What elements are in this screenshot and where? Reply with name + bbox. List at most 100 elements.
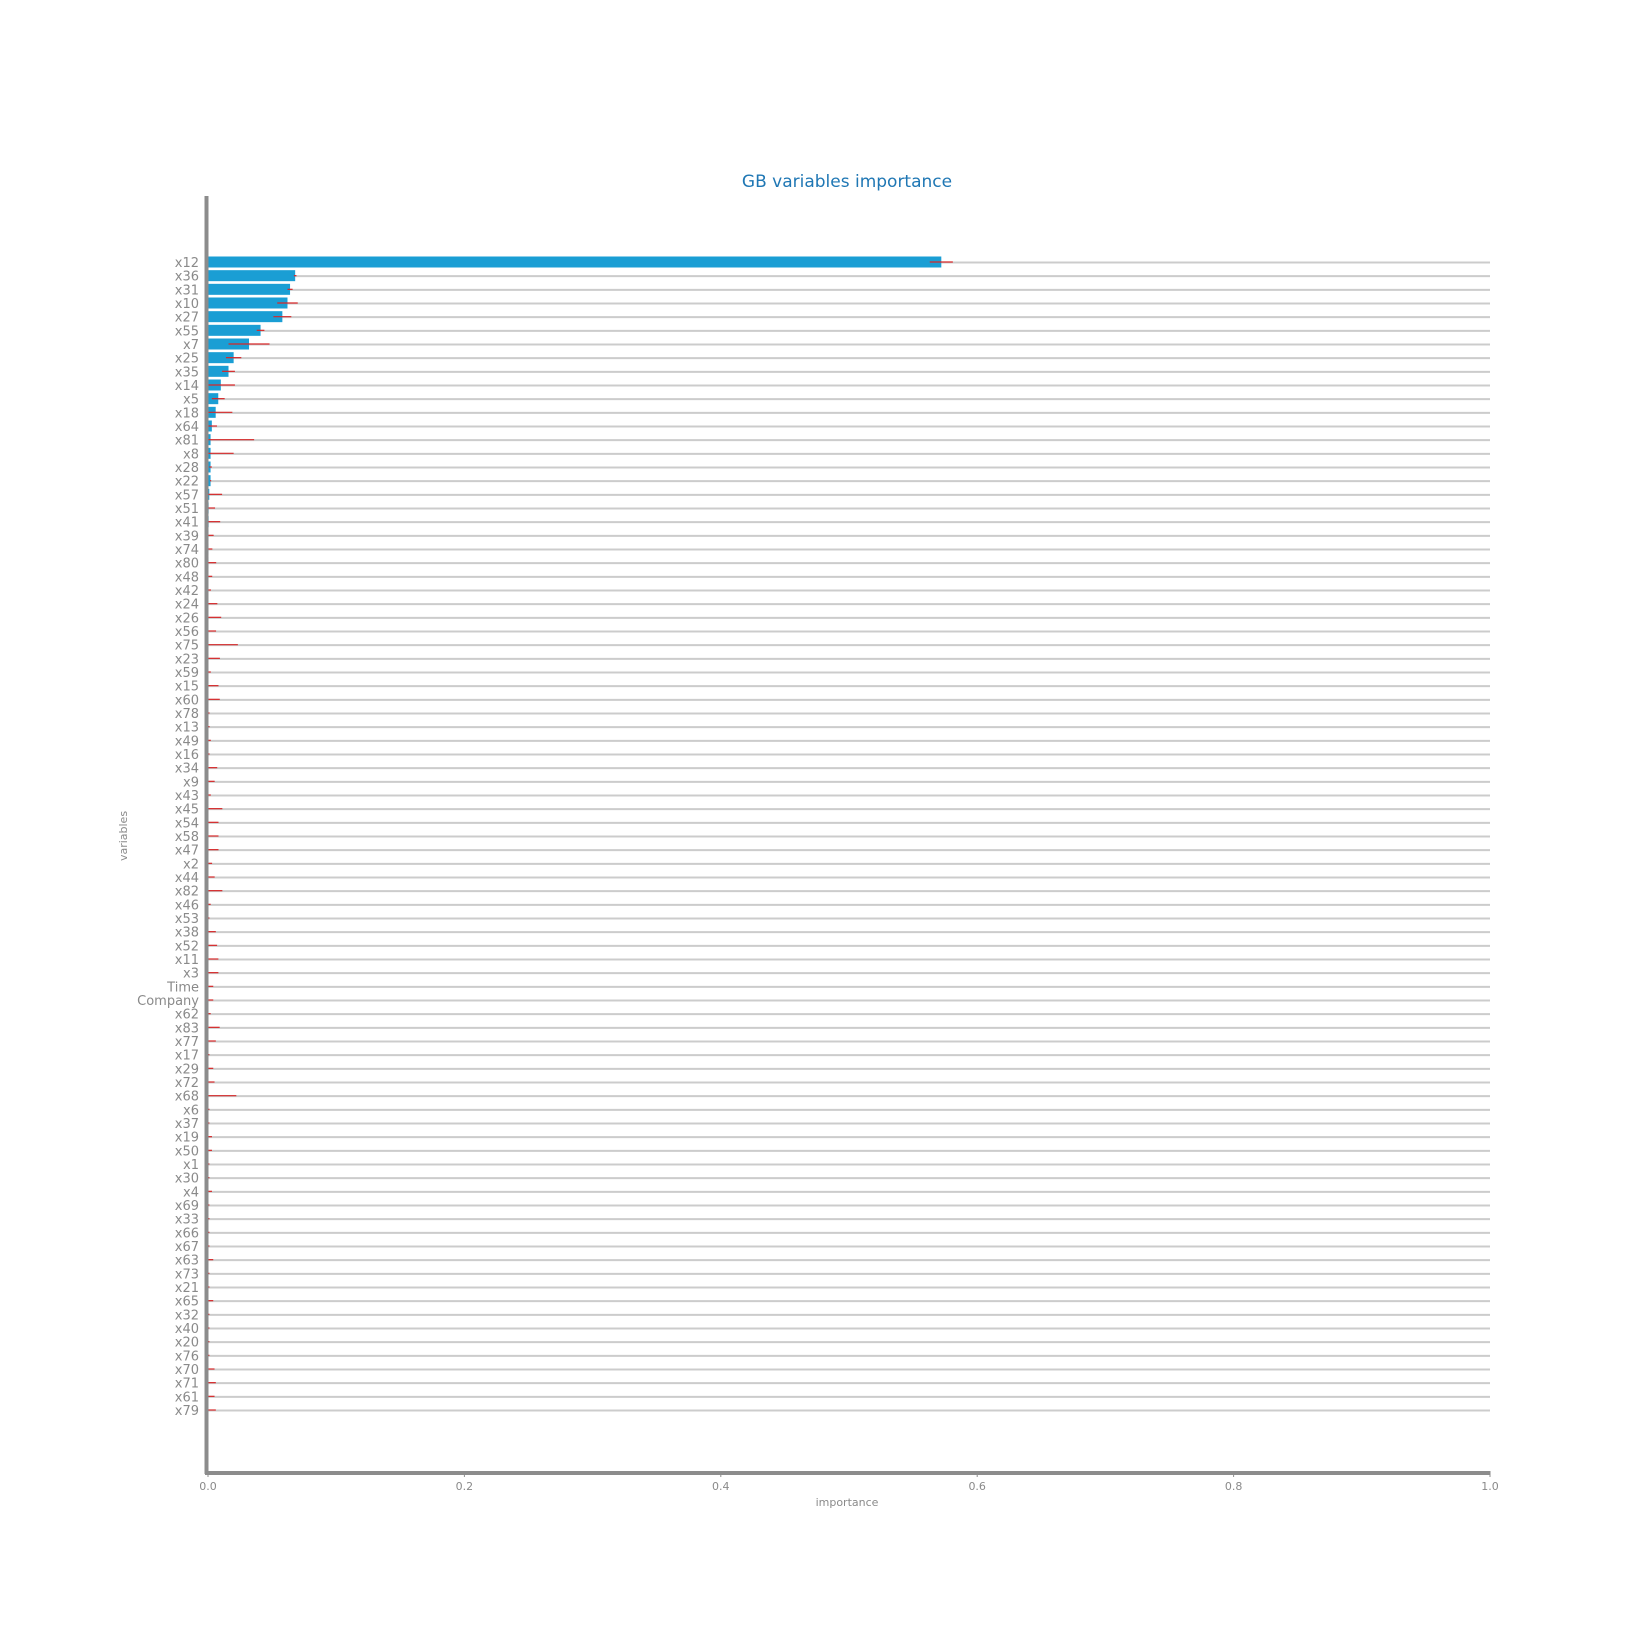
- y-tick-label-x33: x33: [175, 1213, 199, 1228]
- y-tick-label-x67: x67: [175, 1240, 199, 1255]
- y-tick-label-x37: x37: [175, 1117, 199, 1132]
- y-tick-label-x18: x18: [175, 406, 199, 421]
- y-tick-label-x72: x72: [175, 1076, 199, 1091]
- y-tick-label-x38: x38: [175, 926, 199, 941]
- y-tick-label-x34: x34: [175, 762, 199, 777]
- y-tick-label-x68: x68: [175, 1090, 199, 1105]
- y-tick-label-x24: x24: [175, 598, 199, 613]
- y-tick-label-x30: x30: [175, 1172, 199, 1187]
- y-tick-label-x69: x69: [175, 1199, 199, 1214]
- grid-layer: [208, 261, 1490, 1412]
- y-tick-label-x12: x12: [175, 256, 199, 271]
- y-tick-label-x75: x75: [175, 639, 199, 654]
- y-tick-label-x82: x82: [175, 885, 199, 900]
- y-tick-label-x83: x83: [175, 1021, 199, 1036]
- y-tick-label-x43: x43: [175, 789, 199, 804]
- y-tick-label-x15: x15: [175, 680, 199, 695]
- bar-x27: [208, 311, 283, 323]
- bar-x25: [208, 352, 234, 364]
- y-tick-label-x57: x57: [175, 488, 199, 503]
- y-tick-label-x46: x46: [175, 898, 199, 913]
- x-tick-label-0.4: 0.4: [712, 1480, 730, 1493]
- x-tick-label-1.0: 1.0: [1481, 1480, 1499, 1493]
- y-tick-label-x62: x62: [175, 1008, 199, 1023]
- y-tick-label-x7: x7: [183, 338, 199, 353]
- y-tick-label-x48: x48: [175, 570, 199, 585]
- y-tick-label-x14: x14: [175, 379, 199, 394]
- y-tick-label-x4: x4: [183, 1185, 199, 1200]
- y-tick-label-Company: Company: [137, 994, 199, 1009]
- y-tick-label-x51: x51: [175, 502, 199, 517]
- y-axis-title: variables: [117, 811, 130, 861]
- y-tick-label-x28: x28: [175, 461, 199, 476]
- y-tick-label-x42: x42: [175, 584, 199, 599]
- y-tick-label-x77: x77: [175, 1035, 199, 1050]
- y-tick-label-x45: x45: [175, 803, 199, 818]
- y-tick-label-x65: x65: [175, 1295, 199, 1310]
- y-tick-label-x27: x27: [175, 311, 199, 326]
- y-tick-label-x56: x56: [175, 625, 199, 640]
- y-tick-label-x50: x50: [175, 1144, 199, 1159]
- x-tick-label-0.0: 0.0: [199, 1480, 217, 1493]
- y-tick-label-x78: x78: [175, 707, 199, 722]
- bar-x10: [208, 297, 288, 309]
- y-tick-label-x1: x1: [183, 1158, 199, 1173]
- y-tick-label-x26: x26: [175, 611, 199, 626]
- y-tick-label-x36: x36: [175, 270, 199, 285]
- y-tick-label-x39: x39: [175, 529, 199, 544]
- y-tick-label-x22: x22: [175, 475, 199, 490]
- y-tick-label-x8: x8: [183, 447, 199, 462]
- y-tick-label-x58: x58: [175, 830, 199, 845]
- y-tick-label-x31: x31: [175, 283, 199, 298]
- y-tick-label-x35: x35: [175, 365, 199, 380]
- chart-title: GB variables importance: [742, 172, 952, 192]
- y-tick-label-x40: x40: [175, 1322, 199, 1337]
- y-tick-label-x53: x53: [175, 912, 199, 927]
- y-tick-label-x74: x74: [175, 543, 199, 558]
- y-tick-label-x5: x5: [183, 393, 199, 408]
- bar-x22: [208, 475, 211, 487]
- bar-x55: [208, 324, 261, 336]
- y-tick-label-x23: x23: [175, 652, 199, 667]
- y-tick-label-x20: x20: [175, 1336, 199, 1351]
- y-tick-label-x32: x32: [175, 1308, 199, 1323]
- y-tick-label-x55: x55: [175, 324, 199, 339]
- y-tick-label-x49: x49: [175, 734, 199, 749]
- y-tick-label-x21: x21: [175, 1281, 199, 1296]
- x-tick-label-0.8: 0.8: [1225, 1480, 1243, 1493]
- y-tick-label-x44: x44: [175, 871, 199, 886]
- x-tick-labels: 0.0 0.2 0.4 0.6 0.8 1.0: [199, 1471, 1499, 1493]
- y-tick-label-x80: x80: [175, 557, 199, 572]
- y-tick-label-x29: x29: [175, 1062, 199, 1077]
- bar-x31: [208, 283, 291, 295]
- y-tick-label-x16: x16: [175, 748, 199, 763]
- y-tick-label-x63: x63: [175, 1254, 199, 1269]
- y-tick-label-x3: x3: [183, 967, 199, 982]
- y-tick-label-x41: x41: [175, 516, 199, 531]
- bar-x36: [208, 270, 296, 282]
- y-tick-label-x17: x17: [175, 1049, 199, 1064]
- y-tick-label-x6: x6: [183, 1103, 199, 1118]
- y-tick-label-x61: x61: [175, 1390, 199, 1405]
- y-tick-label-x71: x71: [175, 1377, 199, 1392]
- y-tick-label-x70: x70: [175, 1363, 199, 1378]
- bar-x12: [208, 256, 942, 268]
- x-tick-label-0.6: 0.6: [968, 1480, 986, 1493]
- y-tick-label-x52: x52: [175, 939, 199, 954]
- y-tick-label-x64: x64: [175, 420, 199, 435]
- y-tick-label-x19: x19: [175, 1131, 199, 1146]
- y-tick-label-x11: x11: [175, 953, 199, 968]
- y-tick-label-x13: x13: [175, 721, 199, 736]
- y-tick-label-x76: x76: [175, 1349, 199, 1364]
- y-tick-label-x47: x47: [175, 844, 199, 859]
- y-tick-label-x79: x79: [175, 1404, 199, 1419]
- y-tick-label-x25: x25: [175, 352, 199, 367]
- y-tick-label-x60: x60: [175, 693, 199, 708]
- bar-x35: [208, 365, 229, 377]
- y-tick-label-x10: x10: [175, 297, 199, 312]
- y-tick-label-x2: x2: [183, 857, 199, 872]
- y-tick-label-Time: Time: [166, 980, 199, 995]
- y-tick-label-x54: x54: [175, 816, 199, 831]
- x-axis-title: importance: [816, 1496, 879, 1509]
